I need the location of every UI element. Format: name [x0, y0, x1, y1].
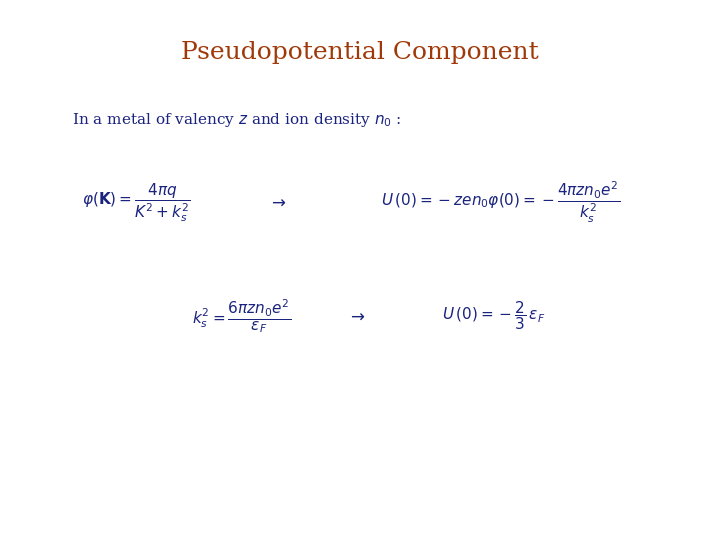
- Text: Pseudopotential Component: Pseudopotential Component: [181, 40, 539, 64]
- Text: In a metal of valency $z$ and ion density $n_0$ :: In a metal of valency $z$ and ion densit…: [72, 111, 402, 129]
- Text: $U\,(0)=-\dfrac{2}{3}\,\varepsilon_F$: $U\,(0)=-\dfrac{2}{3}\,\varepsilon_F$: [441, 300, 545, 332]
- Text: $k_s^2=\dfrac{6\pi zn_0e^2}{\varepsilon_F}$: $k_s^2=\dfrac{6\pi zn_0e^2}{\varepsilon_…: [192, 297, 291, 335]
- Text: $\rightarrow$: $\rightarrow$: [268, 194, 287, 211]
- Text: $\rightarrow$: $\rightarrow$: [347, 307, 366, 325]
- Text: $\varphi(\mathbf{K})=\dfrac{4\pi q}{K^2+k_s^2}$: $\varphi(\mathbf{K})=\dfrac{4\pi q}{K^2+…: [82, 181, 192, 224]
- Text: $U\,(0)=-zen_0\varphi(0)=-\dfrac{4\pi zn_0e^2}{k_s^2}$: $U\,(0)=-zen_0\varphi(0)=-\dfrac{4\pi zn…: [381, 180, 620, 225]
